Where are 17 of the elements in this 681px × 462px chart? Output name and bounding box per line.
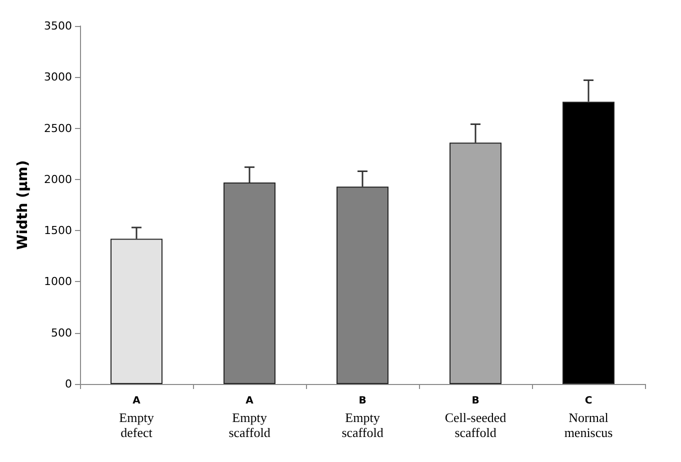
x-tick-label: A Empty defect bbox=[119, 396, 154, 440]
y-tick-label: 1000 bbox=[44, 275, 72, 288]
bar bbox=[562, 102, 614, 384]
x-tick-label: C Normal meniscus bbox=[564, 396, 613, 440]
bar bbox=[110, 238, 162, 384]
y-tick-label: 2000 bbox=[44, 172, 72, 186]
y-tick-label: 1500 bbox=[44, 224, 72, 238]
y-tick-label: 3500 bbox=[44, 20, 72, 32]
y-tick-label: 0 bbox=[65, 378, 72, 390]
x-tick-label: A Empty scaffold bbox=[228, 396, 271, 440]
x-tick-label: B Empty scaffold bbox=[342, 396, 384, 440]
y-axis-title: Width (µm) bbox=[15, 160, 31, 250]
y-tick-label: 3000 bbox=[44, 70, 72, 84]
bar bbox=[450, 142, 502, 384]
y-tick-label: 500 bbox=[51, 326, 72, 340]
y-tick-label: 2500 bbox=[44, 122, 72, 135]
x-tick-label: B Cell-seeded scaffold bbox=[444, 396, 507, 440]
